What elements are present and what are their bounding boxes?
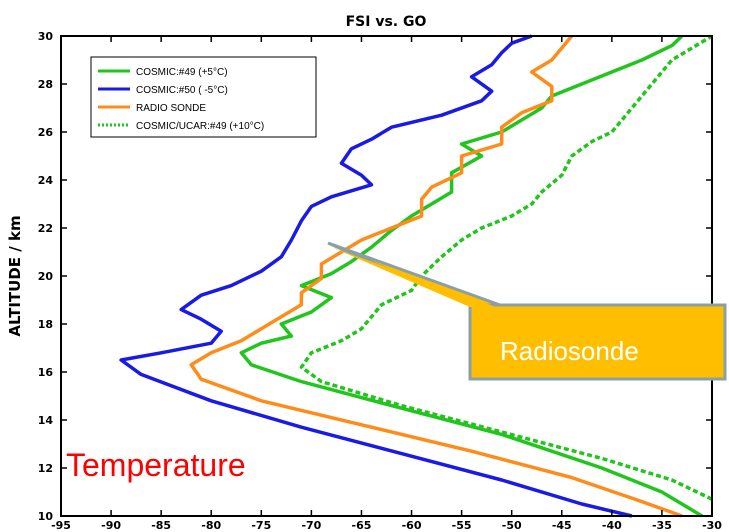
legend-label: COSMIC:#49 (+5°C) [136,67,228,78]
x-tick-label: -75 [251,519,271,532]
legend-label: COSMIC/UCAR:#49 (+10°C) [136,121,264,132]
temperature-annotation: Temperature [66,447,246,483]
x-tick-label: -50 [502,519,522,532]
y-tick-label: 28 [38,78,53,91]
y-tick-label: 22 [38,222,53,235]
legend-label: RADIO SONDE [136,103,206,114]
y-tick-label: 20 [38,270,54,283]
y-tick-label: 12 [38,462,53,475]
x-tick-label: -65 [352,519,372,532]
x-tick-label: -35 [652,519,672,532]
x-tick-label: -55 [452,519,472,532]
x-tick-label: -85 [151,519,171,532]
chart-title: FSI vs. GO [346,14,427,30]
x-tick-label: -60 [402,519,422,532]
y-tick-label: 18 [38,318,53,331]
x-tick-label: -40 [602,519,622,532]
series-line [119,34,633,518]
legend-label: COSMIC:#50 ( -5°C) [136,85,228,96]
y-tick-label: 14 [38,414,54,427]
y-tick-label: 16 [38,366,54,379]
y-tick-label: 10 [38,510,54,523]
x-tick-label: -30 [702,519,722,532]
legend: COSMIC:#49 (+5°C) COSMIC:#50 ( -5°C) RADIO… [90,56,317,138]
x-tick-label: -90 [101,519,121,532]
series-line [299,34,713,501]
series-line [239,34,703,518]
y-axis-label: ALTITUDE / km [6,215,24,336]
series-line [189,34,683,518]
x-tick-label: -80 [201,519,221,532]
y-tick-label: 24 [38,174,54,187]
y-tick-label: 26 [38,126,54,139]
callout-box [468,303,727,381]
x-tick-label: -95 [51,519,71,532]
x-tick-label: -45 [552,519,572,532]
callout-pointer-fill [331,247,496,307]
callout-label: Radiosonde [500,336,639,366]
radiosonde-callout: Radiosonde [327,241,727,381]
y-tick-label: 30 [38,30,54,43]
x-tick-label: -70 [301,519,321,532]
callout-pointer [327,241,501,307]
